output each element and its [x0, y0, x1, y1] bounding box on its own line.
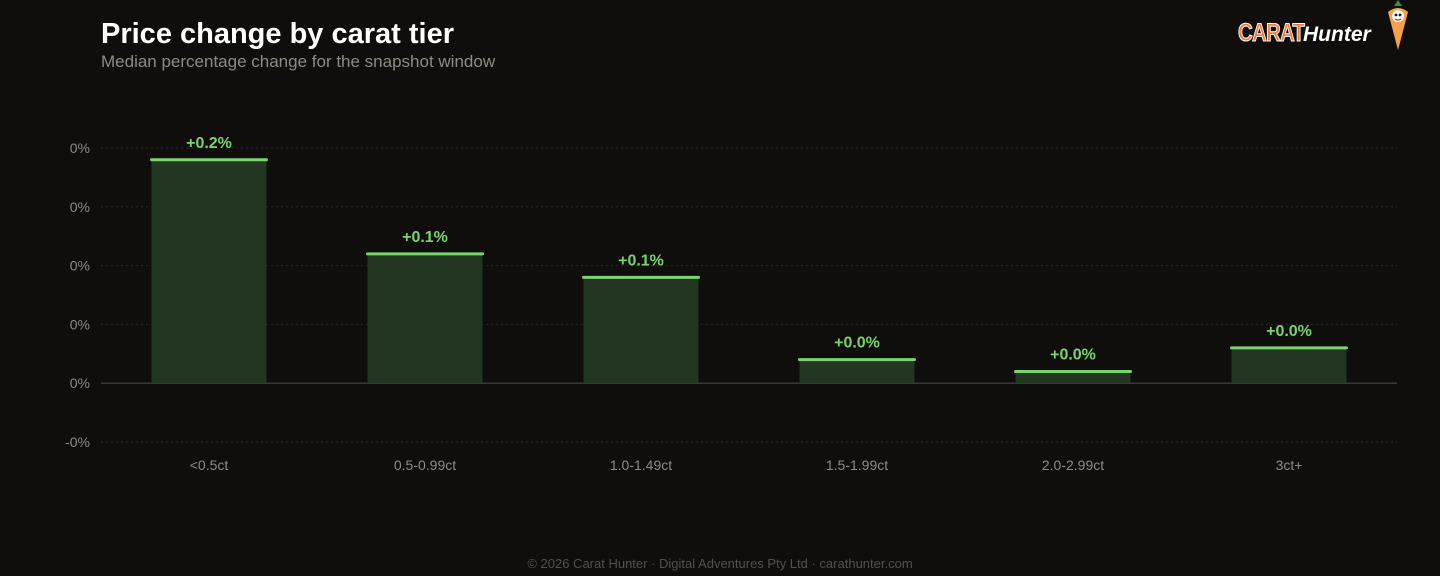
bar-0[interactable] [151, 159, 267, 384]
x-category-label: 2.0-2.99ct [1042, 457, 1104, 473]
brand-logo[interactable]: CARAT Hunter [1238, 0, 1418, 52]
grid-layer [101, 147, 1397, 443]
bar-3[interactable] [799, 359, 915, 384]
bar-value-label: +0.0% [834, 335, 880, 352]
carrot-mascot-icon [1388, 0, 1408, 50]
bar-cap-1 [366, 252, 484, 256]
chart-subtitle: Median percentage change for the snapsho… [101, 52, 496, 71]
x-category-label: 1.0-1.49ct [610, 457, 672, 473]
bar-cap-3 [798, 358, 916, 362]
x-category-label: 1.5-1.99ct [826, 457, 888, 473]
x-category-label: <0.5ct [190, 457, 229, 473]
bar-value-label: +0.1% [618, 252, 664, 269]
bar-value-label: +0.2% [186, 135, 232, 152]
x-category-label: 3ct+ [1276, 457, 1303, 473]
value-labels-layer: +0.2% +0.1% +0.1% +0.0% +0.0% +0.0% [186, 135, 1312, 364]
y-axis-ticks: 0% 0% 0% 0% 0% -0% [65, 140, 90, 450]
brand-hunter-wordmark: Hunter [1303, 23, 1371, 46]
bar-cap-0 [150, 158, 268, 162]
bar-cap-2 [582, 275, 700, 279]
chart-title: Price change by carat tier [101, 18, 454, 50]
x-axis-labels: <0.5ct 0.5-0.99ct 1.0-1.49ct 1.5-1.99ct 2.0-… [190, 457, 1303, 473]
bar-4[interactable] [1015, 371, 1131, 384]
bar-cap-5 [1230, 346, 1348, 350]
bar-2[interactable] [583, 277, 699, 384]
bars-layer [150, 158, 1348, 384]
x-category-label: 0.5-0.99ct [394, 457, 456, 473]
bar-value-label: +0.1% [402, 229, 448, 246]
y-tick-label: 0% [70, 316, 90, 332]
y-tick-label: 0% [70, 140, 90, 156]
bar-value-label: +0.0% [1266, 323, 1312, 340]
brand-carat-wordmark: CARAT [1238, 19, 1306, 48]
y-tick-label: 0% [70, 199, 90, 215]
y-tick-label: 0% [70, 258, 90, 274]
y-tick-label: -0% [65, 434, 90, 450]
bar-value-label: +0.0% [1050, 346, 1096, 363]
bar-1[interactable] [367, 253, 483, 384]
bar-5[interactable] [1231, 347, 1347, 384]
y-tick-label: 0% [70, 375, 90, 391]
bar-cap-4 [1014, 369, 1132, 373]
footer-credit: © 2026 Carat Hunter · Digital Adventures… [527, 556, 913, 571]
